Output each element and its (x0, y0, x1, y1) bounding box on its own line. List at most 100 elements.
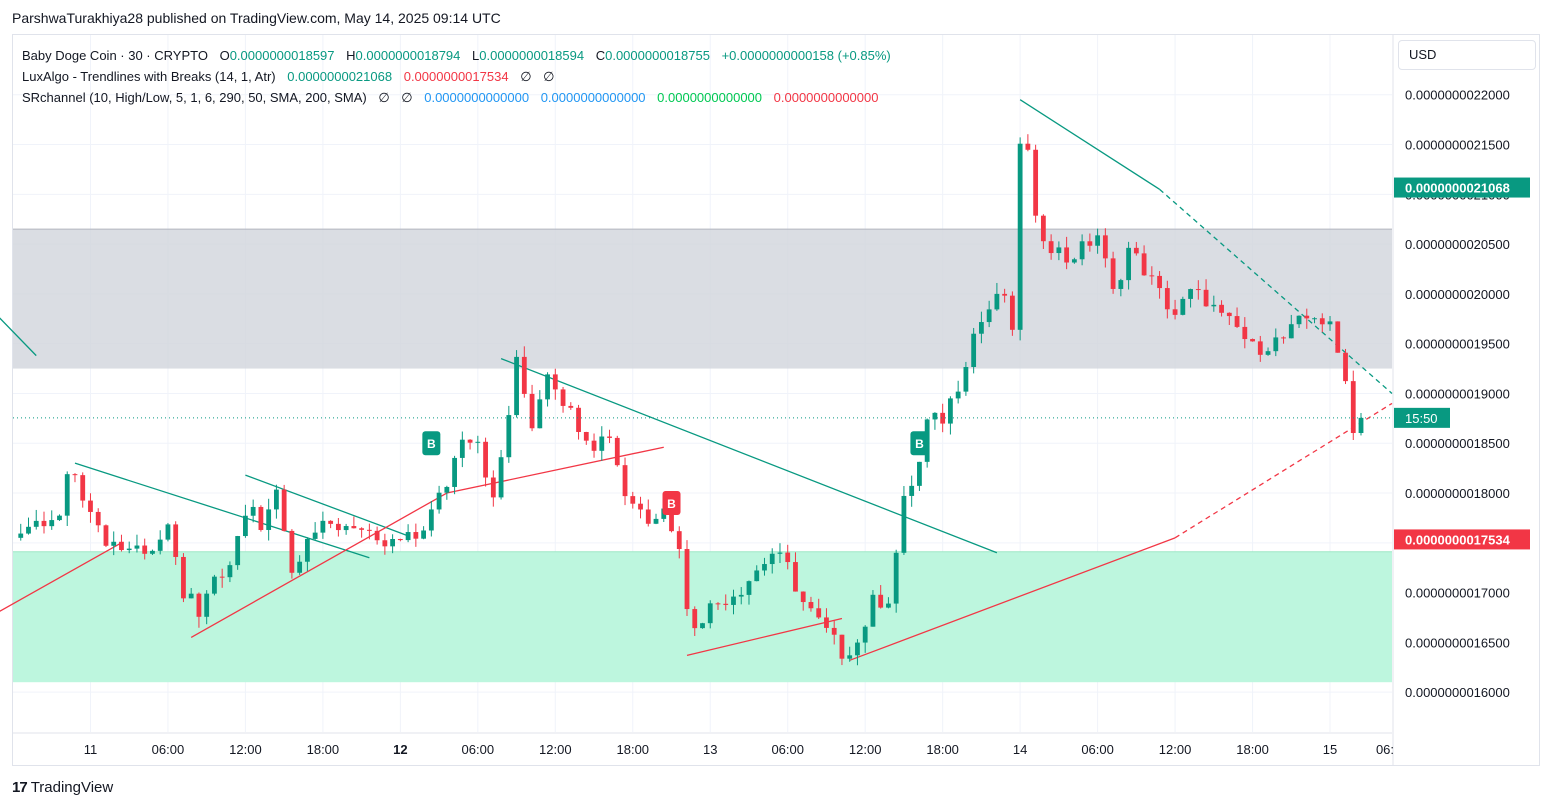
price-tick-label: 0.0000000022000 (1405, 88, 1510, 103)
tradingview-logo-icon: 17 (12, 779, 28, 796)
uptrend-line (849, 537, 1176, 661)
candle-body (568, 405, 574, 408)
candle-body (382, 540, 388, 547)
low-label: L (472, 48, 480, 63)
luxalgo-title[interactable]: LuxAlgo - Trendlines with Breaks (14, 1,… (22, 69, 276, 84)
candle-body (119, 541, 124, 551)
candle-body (785, 552, 791, 563)
candle-body (1040, 215, 1046, 242)
candle-body (948, 398, 953, 424)
candle-body (777, 552, 783, 554)
open-label: O (219, 48, 230, 63)
candle-body (800, 591, 806, 603)
candle-body (57, 515, 62, 521)
support-zone (13, 551, 1392, 683)
candle-body (134, 545, 140, 549)
candle-body (1219, 304, 1224, 313)
legend: Baby Doge Coin · 30 · CRYPTO O 0.00000000… (22, 45, 891, 108)
candle-body (986, 309, 992, 323)
footer-brand[interactable]: 17 TradingView (12, 779, 113, 796)
candle-body (1033, 149, 1039, 216)
candle-body (545, 374, 550, 400)
sr-zones (13, 228, 1392, 683)
candle-body (428, 509, 434, 531)
candle-body (33, 520, 39, 527)
candle-body (560, 389, 566, 406)
candle-body (304, 538, 310, 562)
uptrend-line (190, 492, 448, 638)
price-axis-marker (1394, 177, 1530, 198)
candle-body (320, 520, 326, 533)
legend-symbol-row: Baby Doge Coin · 30 · CRYPTO O0.00000000… (22, 45, 891, 66)
time-tick-label: 12:00 (539, 742, 572, 757)
candle-body (397, 539, 403, 541)
price-tick-label: 0.0000000018000 (1405, 486, 1510, 501)
candle-body (490, 477, 496, 498)
price-axis-marker-label: 0.0000000017534 (1405, 532, 1511, 547)
candle-body (1095, 235, 1101, 246)
candle-body (955, 391, 961, 399)
candle-body (1002, 293, 1008, 296)
candle-body (266, 509, 272, 530)
tradingview-brand-text: TradingView (30, 779, 114, 796)
candle-body (374, 530, 380, 541)
candle-body (1118, 280, 1124, 289)
candle-body (1017, 143, 1023, 330)
time-tick-label: 18:00 (617, 742, 650, 757)
candle-body (235, 536, 241, 566)
price-tick-label: 0.0000000018500 (1405, 436, 1510, 451)
candle-body (676, 531, 682, 550)
symbol-title[interactable]: Baby Doge Coin · 30 · CRYPTO (22, 48, 208, 63)
time-tick-label: 15 (1323, 742, 1337, 757)
candle-body (622, 465, 628, 497)
luxalgo-null-2: ∅ (543, 69, 555, 84)
break-signals: B B B (422, 431, 929, 515)
srchannel-title[interactable]: SRchannel (10, High/Low, 5, 1, 6, 290, 5… (22, 90, 367, 105)
candle-body (762, 564, 767, 571)
candle-body (1025, 143, 1031, 150)
downtrend-line (74, 462, 370, 559)
trendlines (0, 99, 1393, 661)
candle-body (1164, 288, 1170, 310)
candle-body (452, 457, 457, 487)
break-signal-badge: B (662, 490, 681, 515)
candle-body (1226, 312, 1232, 317)
change-value: +0.0000000000158 (+0.85%) (721, 48, 891, 63)
candle-body (80, 475, 86, 501)
candle-body (793, 562, 798, 592)
candle-body (366, 529, 372, 531)
candle-body (893, 552, 899, 604)
candle-body (219, 576, 225, 578)
candle-body (653, 518, 659, 524)
candle-body (607, 436, 612, 438)
candle-body (1188, 289, 1193, 299)
candle-body (932, 412, 938, 420)
candle-body (870, 594, 876, 627)
time-tick-label: 06:00 (462, 742, 495, 757)
candle-body (343, 526, 349, 531)
candle-body (173, 524, 179, 557)
candle-body (274, 489, 279, 510)
candle-body (886, 603, 891, 608)
candle-body (599, 436, 605, 451)
price-axis-marker-label: 0.0000000021068 (1405, 181, 1510, 196)
time-tick-label: 06:00 (1081, 742, 1114, 757)
candle-body (583, 431, 589, 441)
currency-button[interactable]: USD (1398, 40, 1536, 70)
candle-body (1203, 289, 1209, 307)
candle-body (1288, 324, 1294, 339)
candle-body (312, 532, 318, 539)
luxalgo-lower: 0.0000000017534 (403, 69, 509, 84)
candle-body (1180, 298, 1186, 315)
downtrend-line (1159, 188, 1393, 394)
break-signal-badge: B (910, 431, 929, 456)
candle-body (808, 602, 814, 609)
high-label: H (346, 48, 356, 63)
candle-body (1126, 247, 1131, 281)
candle-body (1265, 351, 1271, 355)
srchannel-value-3: 0.0000000000000 (657, 90, 763, 105)
candle-body (1172, 309, 1178, 315)
candle-body (1296, 315, 1302, 325)
candle-body (1102, 235, 1108, 259)
